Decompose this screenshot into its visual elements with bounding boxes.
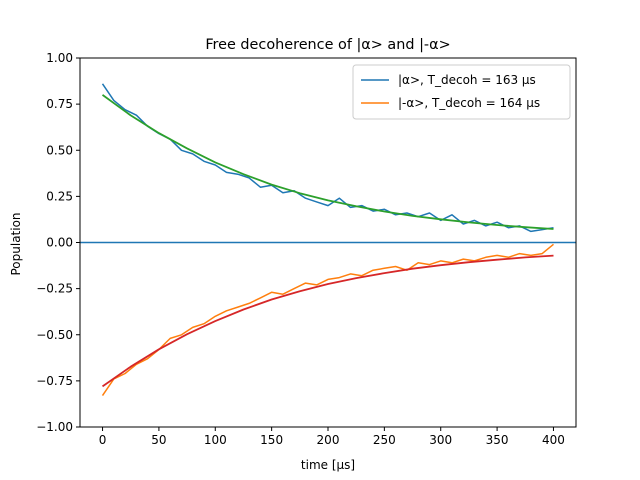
- legend-label: |α>, T_decoh = 163 μs: [398, 73, 536, 87]
- y-tick-label: 0.75: [46, 97, 73, 111]
- y-axis-label: Population: [9, 212, 23, 275]
- x-tick-label: 0: [99, 433, 107, 447]
- legend: |α>, T_decoh = 163 μs |-α>, T_decoh = 164…: [352, 64, 571, 120]
- legend-label: |-α>, T_decoh = 164 μs: [398, 96, 540, 110]
- x-tick-label: 250: [373, 433, 396, 447]
- y-tick-label: 1.00: [46, 51, 73, 65]
- series-line-2: [101, 94, 554, 230]
- x-tick-label: 350: [486, 433, 509, 447]
- x-tick-label: 300: [429, 433, 452, 447]
- x-tick-label: 400: [542, 433, 565, 447]
- x-tick-label: 50: [151, 433, 166, 447]
- x-tick-label: 100: [204, 433, 227, 447]
- series-line-3: [101, 254, 554, 388]
- legend-box: [352, 64, 571, 120]
- y-tick-label: −0.50: [36, 328, 73, 342]
- chart-title: Free decoherence of |α> and |-α>: [205, 37, 450, 53]
- y-tick-label: −0.25: [36, 282, 73, 296]
- plot-area: 0 50 100 150 200 250 300 350 400 −1.00 −0.75 −0.50 −…: [36, 51, 577, 447]
- y-tick-label: 0.00: [46, 236, 73, 250]
- x-tick-label: 200: [317, 433, 340, 447]
- y-tick-label: −0.75: [36, 374, 73, 388]
- series-line-0: [101, 83, 554, 233]
- x-tick-label: 150: [260, 433, 283, 447]
- x-axis-label: time [μs]: [301, 458, 355, 472]
- y-tick-label: −1.00: [36, 420, 73, 434]
- y-tick-label: 0.50: [46, 143, 73, 157]
- series-line-1: [101, 243, 554, 397]
- y-tick-label: 0.25: [46, 189, 73, 203]
